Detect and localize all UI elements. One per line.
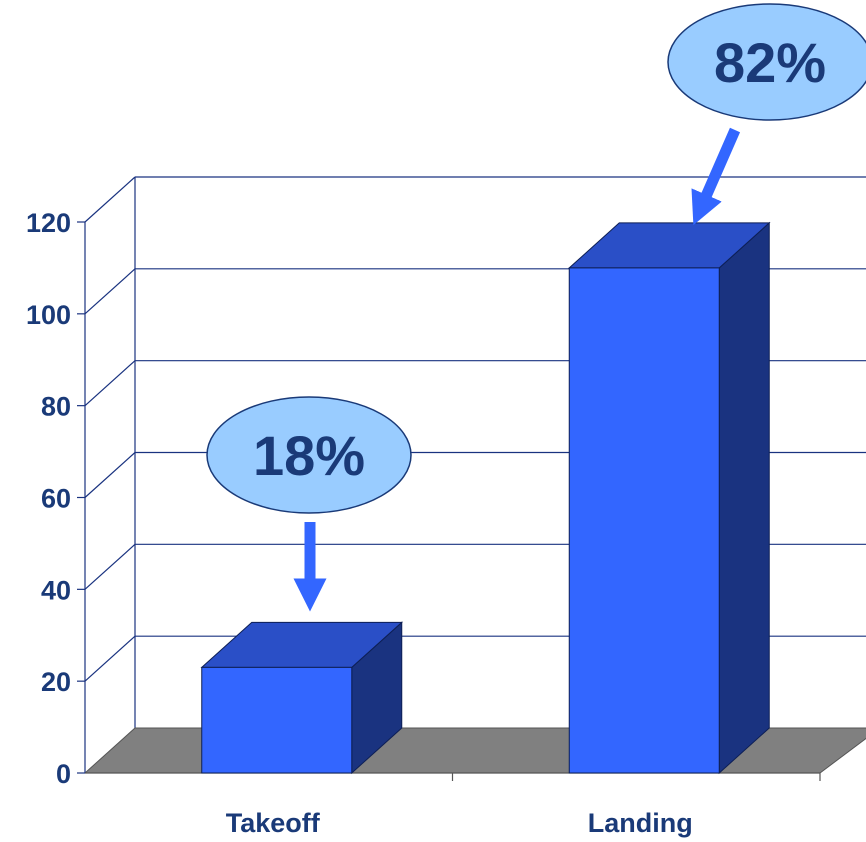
side-gridline	[84, 543, 136, 590]
bar-landing	[568, 267, 720, 774]
callout-label: 82%	[714, 31, 826, 94]
callout-arrow	[691, 127, 741, 226]
callout-label: 18%	[253, 424, 365, 487]
y-tick-label: 0	[56, 759, 71, 789]
side-gridline	[84, 176, 136, 223]
bar-side	[718, 221, 770, 775]
y-tick-label: 100	[26, 300, 71, 330]
y-tick-label: 40	[41, 575, 71, 605]
y-tick-label: 120	[26, 208, 71, 238]
callout-bubble	[206, 396, 412, 514]
side-gridline	[84, 452, 136, 498]
y-tick-labels: 0 20 40 60 80 100 120	[26, 208, 71, 789]
callouts: 18% 82%	[206, 3, 866, 612]
y-tick-label: 20	[41, 667, 71, 697]
y-tick-label: 60	[41, 484, 71, 514]
callout-bubble	[667, 3, 866, 121]
y-tick-label: 80	[41, 392, 71, 422]
side-gridline	[84, 268, 136, 315]
x-category-label: Landing	[588, 808, 693, 838]
x-category-labels: Takeoff Landing	[226, 808, 693, 838]
bar-takeoff	[201, 666, 353, 774]
chart-bars	[200, 221, 771, 775]
side-gridline	[84, 360, 136, 407]
x-category-label: Takeoff	[226, 808, 321, 838]
side-gridline	[84, 635, 136, 682]
